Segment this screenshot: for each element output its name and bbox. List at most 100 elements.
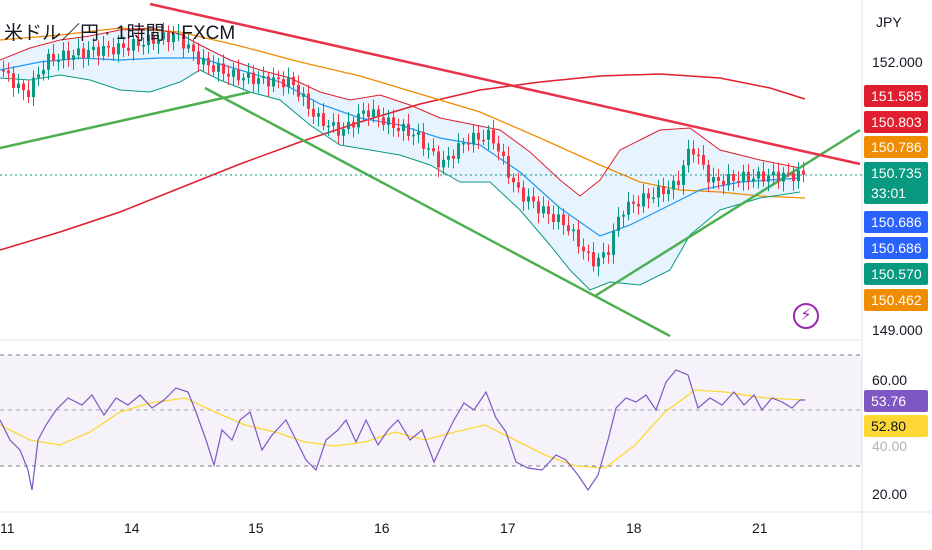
x-label-11: 11 (0, 520, 15, 536)
candle-body (152, 34, 155, 44)
candle-body (747, 171, 750, 182)
candle-body (562, 214, 565, 226)
price-axis-152: 152.000 (872, 54, 923, 70)
candle-body (522, 187, 525, 202)
candle-body (97, 46, 100, 56)
candlesticks (2, 22, 805, 277)
candle-body (157, 39, 160, 44)
candle-body (42, 69, 45, 75)
candle-body (72, 55, 75, 60)
candle-body (507, 156, 510, 178)
candle-body (397, 128, 400, 131)
candle-body (417, 132, 420, 135)
candle-body (217, 63, 220, 72)
candle-body (457, 143, 460, 159)
candle-body (482, 139, 485, 142)
candle-body (412, 134, 415, 137)
candle-body (102, 45, 105, 56)
candle-body (282, 79, 285, 88)
candle-body (742, 171, 745, 182)
candle-body (122, 43, 125, 48)
candle-body (617, 216, 620, 231)
candle-body (587, 251, 590, 253)
candle-body (697, 154, 700, 157)
candle-body (782, 172, 785, 182)
candle-body (262, 76, 265, 79)
trendline-support-2 (594, 128, 861, 298)
candle-body (147, 34, 150, 46)
candle-body (117, 43, 120, 55)
candle-body (12, 73, 15, 88)
candle-body (757, 171, 760, 179)
candle-body (497, 143, 500, 152)
trendline-channel-low (204, 86, 671, 338)
ema-long-tag: 150.462 (864, 289, 928, 311)
candle-body (2, 70, 5, 72)
bb-mid-line (0, 57, 801, 237)
candle-body (542, 206, 545, 214)
candle-body (432, 148, 435, 152)
candle-body (202, 57, 205, 65)
candle-body (57, 60, 60, 62)
x-label-21: 21 (752, 520, 768, 536)
candle-body (477, 132, 480, 140)
trendline-support-1 (0, 90, 251, 150)
x-label-17: 17 (500, 520, 516, 536)
ema-line (0, 27, 806, 199)
lightning-icon[interactable]: ⚡ (793, 303, 819, 329)
candle-body (132, 38, 135, 51)
candle-body (722, 180, 725, 186)
currency-label: JPY (876, 14, 902, 30)
candle-body (667, 189, 670, 195)
candle-body (62, 50, 65, 61)
candle-body (597, 257, 600, 267)
rsi-line (0, 369, 805, 492)
candle-body (17, 83, 20, 88)
candle-body (502, 151, 505, 157)
candle-body (387, 117, 390, 125)
x-label-16: 16 (374, 520, 390, 536)
candle-body (337, 122, 340, 136)
candle-body (767, 175, 770, 182)
rsi-axis-60: 60.00 (872, 372, 908, 388)
candle-body (207, 57, 210, 66)
x-label-18: 18 (626, 520, 642, 536)
candle-body (237, 69, 240, 81)
candle-body (167, 32, 170, 43)
candle-body (657, 186, 660, 198)
candle-body (277, 77, 280, 80)
candle-body (162, 32, 165, 40)
candle-body (127, 47, 130, 51)
rsi-band-fill (0, 355, 862, 466)
candle-body (47, 53, 50, 70)
candle-body (37, 74, 40, 78)
candle-body (442, 159, 445, 168)
candle-body (142, 45, 145, 47)
candle-body (382, 117, 385, 125)
candle-body (137, 38, 140, 46)
candle-body (92, 46, 95, 51)
chart-title: 米ドル／円 · 1時間 · FXCM (4, 23, 236, 44)
candle-body (327, 125, 330, 128)
candle-body (707, 164, 710, 183)
candle-body (452, 155, 455, 159)
candle-body (407, 123, 410, 136)
candle-body (272, 77, 275, 87)
candle-body (777, 171, 780, 182)
candle-body (227, 73, 230, 77)
candle-body (437, 151, 440, 168)
bar-countdown: 33:01 (871, 185, 907, 201)
bb-upper-tag: 150.803 (864, 111, 928, 133)
rsi-ma-line (0, 389, 806, 469)
bb-lower-line (0, 69, 801, 291)
candle-body (462, 143, 465, 145)
candle-body (257, 78, 260, 85)
candle-body (247, 72, 250, 78)
rsi-ma-tag: 52.80 (864, 415, 928, 437)
candle-body (7, 70, 10, 74)
candle-body (627, 201, 630, 215)
candle-body (577, 229, 580, 247)
candle-body (572, 229, 575, 232)
trendline-resistance (149, 2, 861, 166)
